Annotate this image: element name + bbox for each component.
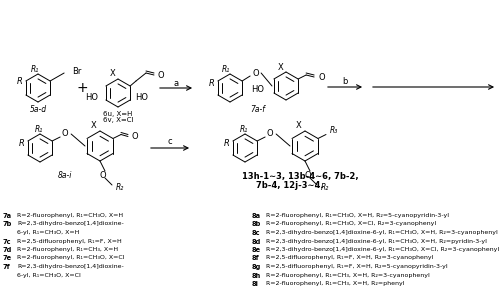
Text: 8c: 8c [252,230,260,236]
Text: R₂: R₂ [321,182,329,191]
Text: HO: HO [251,85,264,95]
Text: X: X [110,69,116,78]
Text: X: X [296,122,302,131]
Text: +: + [76,81,88,95]
Text: R: R [224,139,230,148]
Text: 8d: 8d [252,238,261,245]
Text: O: O [132,132,138,141]
Text: R₁: R₁ [240,125,248,134]
Text: 6-yl, R₁=CH₃O, X=H: 6-yl, R₁=CH₃O, X=H [17,230,80,235]
Text: O: O [253,68,260,78]
Text: R=2,3-dihydro-benzo[1,4]dioxine-6-yl, R₁=CH₃O, X=Cl, R₂=3-cyanophenyl: R=2,3-dihydro-benzo[1,4]dioxine-6-yl, R₁… [266,247,499,252]
Text: R=2-fluorophenyl, R₁=CH₃O, X=Cl: R=2-fluorophenyl, R₁=CH₃O, X=Cl [17,255,124,261]
Text: 8h: 8h [252,272,261,278]
Text: R: R [17,76,23,85]
Text: R=2-fluorophenyl, R₁=CH₃, X=H: R=2-fluorophenyl, R₁=CH₃, X=H [17,247,118,252]
Text: R=2-fluorophenyl, R₁=CH₃, X=H, R₂=3-cyanophenyl: R=2-fluorophenyl, R₁=CH₃, X=H, R₂=3-cyan… [266,272,430,278]
Text: 7e: 7e [3,255,12,261]
Text: 7a: 7a [3,213,12,219]
Text: R: R [19,139,25,148]
Text: R=2,3-dihydro-benzo[1,4]dioxine-6-yl, R₁=CH₃O, X=H, R₂=pyridin-3-yl: R=2,3-dihydro-benzo[1,4]dioxine-6-yl, R₁… [266,238,487,244]
Text: R=2,3-dihydro-benzo[1,4]dioxine-6-yl, R₁=CH₃O, X=H, R₂=3-cyanophenyl: R=2,3-dihydro-benzo[1,4]dioxine-6-yl, R₁… [266,230,498,235]
Text: R=2,5-difluorophenyl, R₁=F, X=H, R₂=5-cyanopyridin-3-yl: R=2,5-difluorophenyl, R₁=F, X=H, R₂=5-cy… [266,264,448,269]
Text: R₂: R₂ [116,182,124,191]
Text: Br: Br [72,66,82,75]
Text: HO: HO [135,94,148,102]
Text: 8e: 8e [252,247,261,253]
Text: O: O [267,129,274,138]
Text: 7c: 7c [3,238,12,245]
Text: R=2,3-dihydro-benzo[1,4]dioxine-: R=2,3-dihydro-benzo[1,4]dioxine- [17,264,124,269]
Text: R=2,5-difluorophenyl, R₁=F, X=H: R=2,5-difluorophenyl, R₁=F, X=H [17,238,122,244]
Text: 7d: 7d [3,247,12,253]
Text: b: b [342,76,347,85]
Text: 6-yl, R₁=CH₃O, X=Cl: 6-yl, R₁=CH₃O, X=Cl [17,272,81,278]
Text: c: c [168,138,172,146]
Text: O: O [157,71,164,79]
Text: R=2-fluorophenyl, R₁=CH₃O, X=H, R₂=5-cyanopyridin-3-yl: R=2-fluorophenyl, R₁=CH₃O, X=H, R₂=5-cya… [266,213,449,218]
Text: 8b: 8b [252,221,261,228]
Text: 7b: 7b [3,221,12,228]
Text: R: R [209,79,215,88]
Text: 8a-i: 8a-i [58,171,72,179]
Text: 8i: 8i [252,281,259,287]
Text: X: X [91,122,97,131]
Text: O: O [304,171,312,179]
Text: 6u, X=H: 6u, X=H [104,111,132,117]
Text: 8g: 8g [252,264,261,270]
Text: 7f: 7f [3,264,10,270]
Text: 8f: 8f [252,255,260,261]
Text: 13h-1∼3, 13b-4∼6, 7b-2,: 13h-1∼3, 13b-4∼6, 7b-2, [242,172,358,181]
Text: a: a [174,78,178,88]
Text: R=2,5-difluorophenyl, R₁=F, X=H, R₂=3-cyanophenyl: R=2,5-difluorophenyl, R₁=F, X=H, R₂=3-cy… [266,255,434,261]
Text: R=2-fluorophenyl, R₁=CH₃, X=H, R₂=phenyl: R=2-fluorophenyl, R₁=CH₃, X=H, R₂=phenyl [266,281,404,286]
Text: 5a-d: 5a-d [30,105,46,114]
Text: R=2-fluorophenyl, R₁=CH₃O, X=Cl, R₂=3-cyanophenyl: R=2-fluorophenyl, R₁=CH₃O, X=Cl, R₂=3-cy… [266,221,436,227]
Text: R=2,3-dihydro-benzo[1,4]dioxine-: R=2,3-dihydro-benzo[1,4]dioxine- [17,221,124,227]
Text: R₁: R₁ [31,65,40,74]
Text: HO: HO [85,94,98,102]
Text: O: O [318,72,324,82]
Text: O: O [100,171,106,179]
Text: 7b-4, 12j-3∼4.: 7b-4, 12j-3∼4. [256,181,324,189]
Text: R₁: R₁ [222,65,230,74]
Text: R₃: R₃ [330,126,338,135]
Text: X: X [278,62,284,72]
Text: 6v, X=Cl: 6v, X=Cl [103,117,133,123]
Text: R₁: R₁ [34,125,42,134]
Text: 8a: 8a [252,213,261,219]
Text: R=2-fluorophenyl, R₁=CH₃O, X=H: R=2-fluorophenyl, R₁=CH₃O, X=H [17,213,123,218]
Text: 7a-f: 7a-f [250,105,266,115]
Text: O: O [62,129,68,138]
